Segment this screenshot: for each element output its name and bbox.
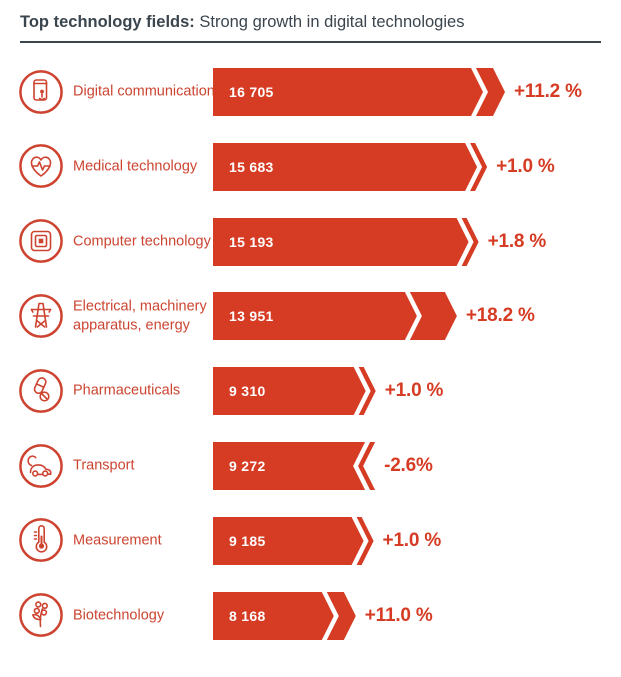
chart-title: Top technology fields: Strong growth in … — [20, 13, 464, 32]
smartphone-tap-icon — [19, 69, 63, 114]
growth-percent: +1.0 % — [384, 380, 444, 402]
bar-value: 15 193 — [229, 233, 274, 250]
chart-row-digital-communication: Digital communication 16 705 +11.2 % — [0, 55, 621, 130]
bar-arrow — [213, 292, 457, 341]
bar-value: 9 310 — [229, 383, 266, 400]
bar-value: 16 705 — [229, 84, 274, 100]
bar-arrow — [213, 516, 374, 565]
bar-arrow — [213, 68, 505, 116]
bar-value: 13 951 — [229, 308, 274, 325]
growth-percent: -2.6% — [384, 455, 433, 476]
bar-value: 8 168 — [229, 607, 266, 624]
bar-arrow — [213, 142, 488, 191]
category-label: Digital communication — [73, 83, 215, 100]
bar-arrow — [213, 367, 376, 416]
growth-percent: +1.0 % — [382, 529, 442, 551]
bar-arrow — [213, 217, 479, 266]
chart-title-subtitle: Strong growth in digital technologies — [194, 13, 465, 31]
plant-molecule-icon — [19, 593, 63, 637]
growth-percent: +18.2 % — [465, 305, 535, 327]
category-label: Biotechnology — [73, 607, 165, 624]
growth-percent: +11.2 % — [514, 81, 582, 102]
category-label: Electrical, machinery apparatus, energy — [73, 298, 207, 334]
growth-percent: +1.8 % — [487, 230, 547, 252]
bar-value: 15 683 — [229, 158, 274, 175]
heart-pulse-icon — [19, 144, 63, 189]
category-label: Transport — [73, 457, 135, 474]
growth-percent: +1.0 % — [496, 155, 555, 177]
chip-icon — [19, 219, 63, 263]
chart-title-bold: Top technology fields: — [20, 13, 195, 31]
chart-row-transport: Transport 9 272 -2.6% — [0, 429, 621, 504]
pills-icon — [19, 368, 63, 413]
growth-percent: +11.0 % — [364, 604, 433, 626]
category-label: Measurement — [73, 532, 162, 549]
category-label: Computer technology — [73, 233, 211, 250]
chart-row-biotechnology: Biotechnology 8 168 +11.0 % — [0, 578, 621, 653]
title-divider — [20, 41, 601, 43]
bar-arrow — [213, 591, 356, 640]
thermometer-icon — [19, 518, 63, 563]
category-label: Medical technology — [73, 158, 198, 175]
chart-row-computer-technology: Computer technology 15 193 +1.8 % — [0, 204, 621, 279]
chart-row-pharmaceuticals: Pharmaceuticals 9 310 +1.0 % — [0, 354, 621, 429]
bar-value: 9 185 — [229, 532, 266, 549]
chart-row-measurement: Measurement 9 185 +1.0 % — [0, 503, 621, 578]
chart-row-electrical-machinery: Electrical, machinery apparatus, energy … — [0, 279, 621, 354]
pylon-icon — [19, 294, 63, 338]
bar-arrow — [213, 442, 376, 490]
bar-value: 9 272 — [229, 458, 266, 474]
category-label: Pharmaceuticals — [73, 382, 181, 399]
car-icon — [19, 443, 63, 488]
chart-row-medical-technology: Medical technology 15 683 +1.0 % — [0, 129, 621, 204]
